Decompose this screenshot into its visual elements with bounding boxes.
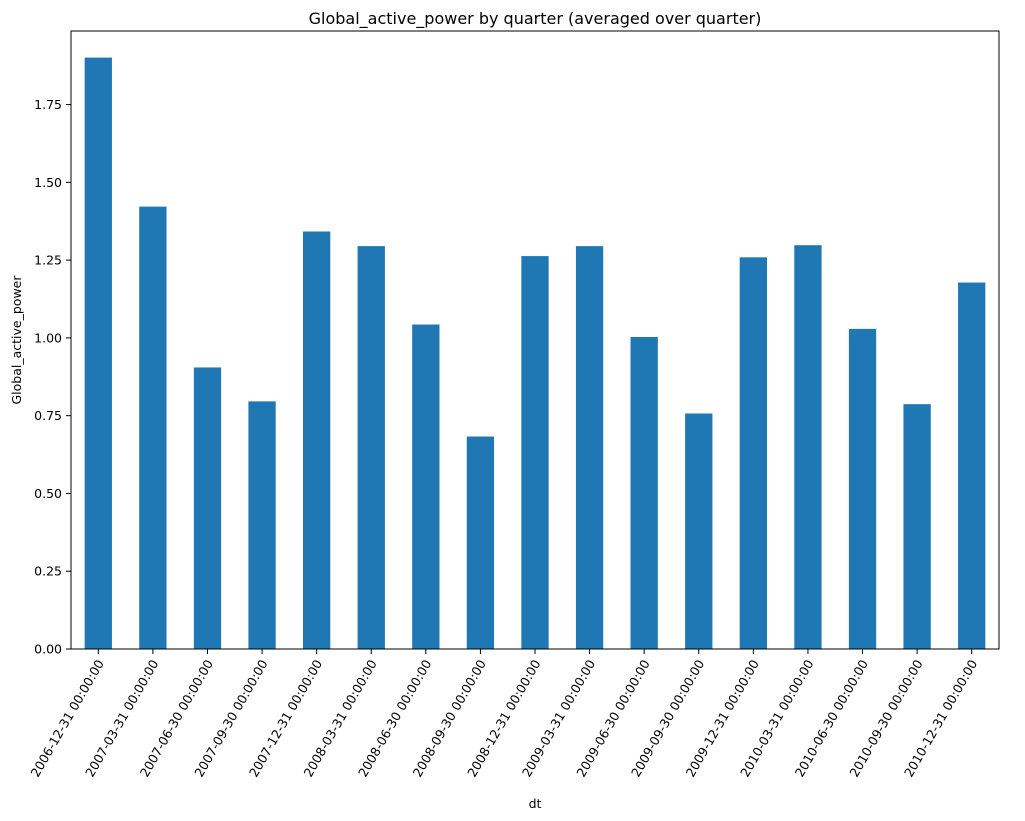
y-tick-label: 1.25: [34, 253, 62, 268]
bar: [958, 282, 986, 649]
bar: [193, 367, 222, 649]
bar: [794, 245, 822, 649]
y-axis-label: Global_active_power: [9, 275, 24, 405]
y-tick-label: 0.25: [34, 564, 62, 579]
y-tick-label: 0.75: [34, 408, 62, 423]
y-tick-label: 1.75: [34, 97, 62, 112]
bar: [903, 404, 931, 649]
x-axis-label: dt: [529, 796, 542, 811]
bar: [466, 436, 495, 649]
bar: [575, 246, 604, 649]
bar: [739, 257, 767, 649]
y-tick-label: 0.50: [34, 486, 62, 501]
bar: [630, 336, 658, 649]
y-axis: 0.00 0.25 0.50 0.75 1.00 1.25 1.50 1.75: [34, 97, 71, 657]
chart-title: Global_active_power by quarter (averaged…: [309, 9, 762, 29]
y-tick-label: 1.00: [34, 330, 62, 345]
bar: [412, 324, 440, 649]
bar: [84, 57, 112, 649]
y-tick-label: 1.50: [34, 175, 62, 190]
bar: [248, 401, 276, 649]
y-tick-label: 0.00: [34, 642, 62, 657]
bar: [685, 413, 713, 649]
bar: [848, 328, 877, 649]
bars-group: [84, 57, 986, 649]
bar: [357, 246, 385, 649]
bar: [139, 206, 167, 649]
bar: [303, 231, 331, 649]
bar: [521, 256, 549, 649]
